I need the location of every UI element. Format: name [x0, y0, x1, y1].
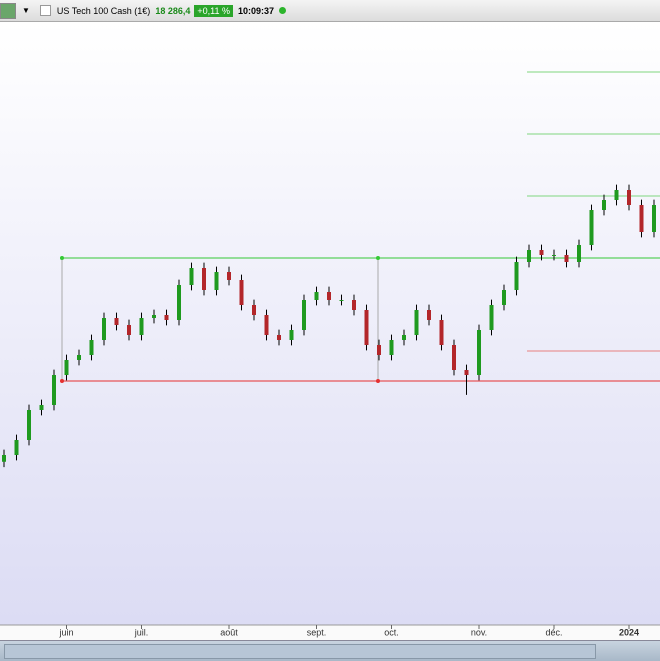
candle-body — [77, 355, 81, 360]
candle-body — [339, 300, 344, 301]
candle-body — [364, 310, 369, 345]
x-tick-label: 2024 — [619, 627, 639, 637]
status-dot — [279, 7, 286, 14]
candle-body — [64, 360, 69, 375]
candle-body — [289, 330, 294, 340]
candle-body — [502, 290, 506, 305]
candle-body — [202, 268, 206, 290]
time: 10:09:37 — [237, 5, 274, 16]
candle-body — [327, 292, 331, 300]
candle-body — [227, 272, 231, 280]
candle-body — [214, 272, 219, 290]
candle-body — [352, 300, 356, 310]
candle-body — [314, 292, 319, 300]
candle-body — [489, 305, 494, 330]
toolbar: ▼ US Tech 100 Cash (1€) 18 286,4 +0,11 %… — [0, 0, 660, 22]
range-handle — [60, 379, 64, 383]
candle-body — [402, 335, 406, 340]
candle-body — [27, 410, 31, 440]
instrument: US Tech 100 Cash (1€) — [56, 5, 151, 16]
price: 18 286,4 — [155, 5, 191, 16]
x-tick-label: sept. — [307, 627, 327, 637]
x-axis-band — [0, 625, 660, 640]
change: +0,11 % — [194, 4, 233, 17]
x-tick-label: nov. — [471, 627, 487, 637]
candle-body — [539, 250, 544, 255]
candle-body — [514, 262, 519, 290]
x-tick-label: juil. — [134, 627, 149, 637]
candle-body — [102, 318, 106, 340]
candle-body — [652, 205, 656, 232]
range-handle — [60, 256, 64, 260]
candle-body — [139, 318, 144, 335]
x-tick-label: oct. — [384, 627, 399, 637]
range-handle — [376, 379, 380, 383]
candle-body — [639, 205, 644, 232]
candle-body — [564, 255, 569, 262]
checkbox[interactable] — [39, 5, 51, 16]
candle-body — [589, 210, 594, 245]
candle-body — [114, 318, 119, 325]
candle-body — [39, 405, 44, 410]
scrollbar[interactable] — [0, 640, 660, 661]
candle-body — [127, 325, 131, 335]
candle-body — [252, 305, 256, 315]
candle-body — [577, 245, 581, 262]
candle-body — [414, 310, 419, 335]
range-handle — [376, 256, 380, 260]
dropdown[interactable]: ▼ — [22, 6, 30, 15]
chart: juin juil. août sept. oct. nov. déc. 2024 — [0, 22, 660, 640]
candle-body — [552, 255, 556, 256]
candle-body — [477, 330, 481, 375]
x-tick-label: juin — [58, 627, 73, 637]
x-tick-label: déc. — [545, 627, 562, 637]
candle-body — [152, 315, 156, 318]
x-tick-label: août — [220, 627, 238, 637]
candle-body — [452, 345, 456, 370]
candle-body — [89, 340, 94, 355]
plot-background — [0, 22, 660, 625]
candle-body — [389, 340, 394, 355]
candle-body — [14, 440, 19, 455]
candle-body — [189, 268, 194, 285]
candle-body — [427, 310, 431, 320]
candle-body — [439, 320, 444, 345]
candle-body — [302, 300, 306, 330]
candle-body — [277, 335, 281, 340]
candle-body — [614, 190, 619, 200]
chart-icon[interactable] — [0, 2, 16, 19]
candle-body — [602, 200, 606, 210]
candle-body — [239, 280, 244, 305]
candle-body — [177, 285, 181, 320]
candle-body — [164, 315, 169, 320]
candle-body — [527, 250, 531, 262]
scroll-thumb[interactable] — [4, 644, 596, 659]
candle-body — [2, 455, 6, 462]
candle-body — [464, 370, 469, 375]
candle-body — [377, 345, 381, 355]
candle-body — [627, 190, 631, 205]
candle-body — [52, 375, 56, 405]
candle-body — [264, 315, 269, 335]
